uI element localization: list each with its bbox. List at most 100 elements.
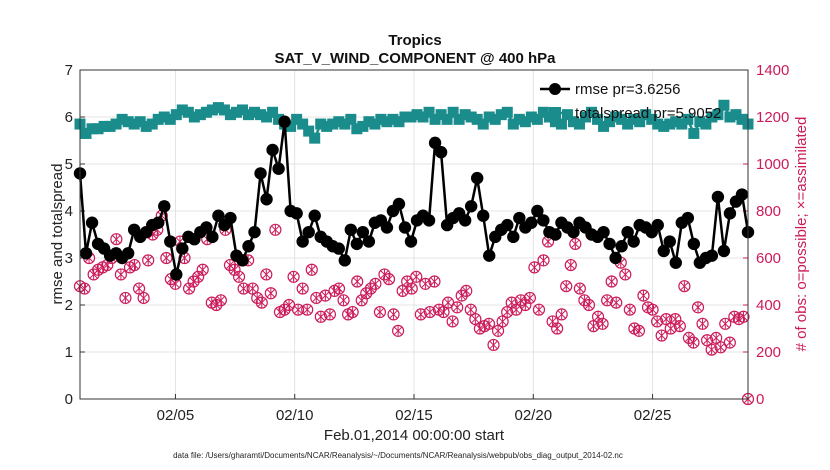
obs-possible-circle [669,313,682,326]
obs-point [719,317,732,330]
data-file-footnote: data file: /Users/gharamti/Documents/NCA… [173,451,623,460]
rmse-point [164,235,177,248]
totalspread-point [339,118,351,130]
obs-point [292,303,305,316]
totalspread-point [549,116,561,128]
obs-point [119,291,132,305]
obs-possible-circle [137,291,150,305]
obs-possible-circle [382,273,396,286]
obs-point [723,336,736,349]
totalspread-point [459,109,471,121]
totalspread-point [417,111,429,123]
totalspread-point [622,118,634,130]
totalspread-point [98,120,110,132]
totalspread-point [586,106,598,118]
obs-point [564,258,577,272]
rmse-point [200,221,213,234]
totalspread-point [592,113,604,125]
obs-possible-circle [596,317,609,330]
obs-point [601,294,614,307]
totalspread-point [152,113,164,125]
obs-point [569,237,582,250]
obs-point [414,308,427,321]
rmse-point [422,214,436,227]
rmse-point [350,237,364,251]
totalspread-point [652,118,664,130]
rmse-point [723,207,737,220]
obs-possible-circle [187,275,200,288]
obs-point [369,277,382,290]
totalspread-point [525,111,537,123]
obs-point [651,315,664,328]
rmse-point [531,204,544,218]
rmse-point [158,200,171,213]
obs-possible-circle [214,294,227,307]
rmse-point [278,115,291,128]
obs-possible-circle [110,233,123,246]
obs-point [632,324,646,337]
obs-possible-circle [514,294,527,307]
totalspread-point [441,113,453,125]
totalspread-point [285,120,297,132]
totalspread-point [194,109,206,121]
totalspread-point [616,113,628,125]
obs-possible-circle [546,315,559,328]
obs-point [573,282,586,295]
totalspread-point [495,109,507,121]
obs-point [696,317,709,330]
obs-point [337,294,350,307]
y-tick-label-right: 0 [756,391,764,408]
totalspread-point [369,118,381,130]
totalspread-point [243,109,255,121]
obs-possible-circle [405,282,418,295]
obs-point [387,308,400,321]
obs-point [460,284,473,297]
totalspread-point [230,106,242,118]
obs-point [578,294,591,307]
rmse-point [687,237,701,251]
obs-possible-circle [482,317,496,330]
obs-possible-circle [578,294,591,307]
obs-possible-circle [532,303,546,316]
obs-possible-circle [678,280,691,293]
obs-possible-circle [623,303,636,316]
obs-possible-circle [419,277,432,290]
obs-point [646,303,659,316]
totalspread-point [646,113,658,125]
rmse-series [73,115,755,281]
obs-possible-circle [346,305,359,319]
totalspread-point [447,106,459,118]
obs-point [419,277,432,290]
obs-possible-circle [605,275,618,288]
totalspread-point [345,113,357,125]
obs-possible-circle [355,294,368,307]
obs-possible-circle [673,320,686,333]
obs-point [655,329,668,342]
rmse-point [362,235,376,248]
x-axis-label: Feb.01,2014 00:00:00 start [324,427,505,444]
totalspread-point [658,120,670,132]
obs-point [364,282,377,295]
totalspread-point [471,113,483,125]
obs-possible-circle [487,338,500,352]
rmse-point [525,216,538,229]
obs-point [532,303,546,316]
rmse-point [711,190,725,204]
totalspread-point [351,123,363,135]
totalspread-point [465,111,477,123]
x-tick-label: 02/25 [634,407,672,424]
obs-point [487,338,500,352]
totalspread-point [730,109,742,121]
obs-possible-circle [255,296,268,309]
obs-point [551,322,564,335]
obs-possible-circle [119,291,132,305]
obs-possible-circle [637,289,650,302]
obs-point [305,263,318,276]
totalspread-point [610,111,622,123]
rmse-point [398,221,412,234]
totalspread-point [80,127,92,139]
rmse-point [236,254,249,267]
rmse-point [332,242,345,255]
rmse-point [428,136,442,150]
